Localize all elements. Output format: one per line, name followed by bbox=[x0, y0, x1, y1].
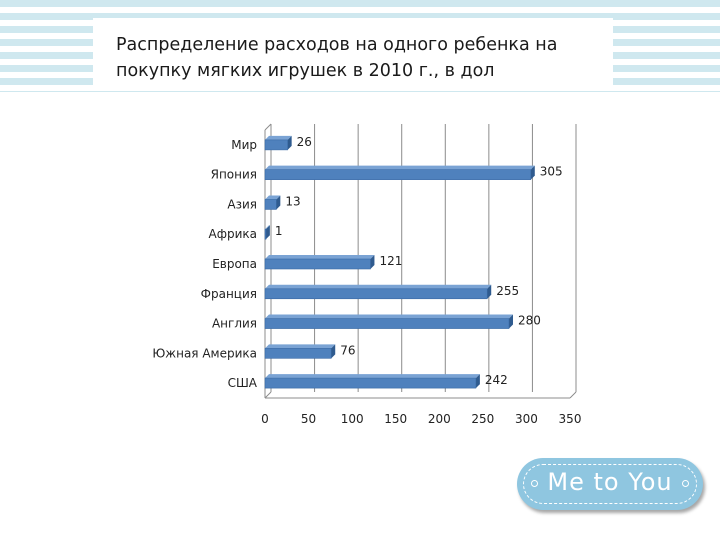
category-label: Европа bbox=[212, 257, 257, 271]
data-label: 1 bbox=[275, 224, 283, 238]
x-tick-label: 150 bbox=[384, 412, 407, 426]
bar-end bbox=[265, 225, 270, 240]
bar bbox=[264, 288, 488, 300]
category-label: Африка bbox=[209, 227, 258, 241]
data-label: 255 bbox=[496, 284, 519, 298]
x-tick-label: 350 bbox=[559, 412, 582, 426]
chart-labels: 0 50 100 150 200 250 300 350 Мир 26 Япония 305 Азия 1… bbox=[152, 135, 581, 426]
data-label: 305 bbox=[540, 165, 563, 179]
x-tick-label: 0 bbox=[261, 412, 269, 426]
bar-top bbox=[265, 255, 375, 259]
bar-end bbox=[276, 195, 281, 210]
x-tick-label: 50 bbox=[301, 412, 316, 426]
bar-top bbox=[265, 135, 292, 140]
x-tick-label: 250 bbox=[471, 412, 494, 426]
data-label: 242 bbox=[485, 373, 508, 387]
me-to-you-logo: Me to You bbox=[517, 458, 703, 510]
logo-dot-right bbox=[682, 480, 689, 487]
logo-text: Me to You bbox=[547, 468, 673, 496]
bar bbox=[264, 169, 532, 180]
page-title: Распределение расходов на одного ребенка… bbox=[116, 35, 558, 81]
bar-top bbox=[265, 284, 492, 289]
data-label: 76 bbox=[340, 343, 355, 357]
bar bbox=[264, 377, 477, 389]
bar-end bbox=[530, 165, 535, 180]
category-label: США bbox=[228, 376, 258, 390]
category-label: Англия bbox=[212, 317, 257, 331]
bar bbox=[264, 348, 332, 359]
category-label: Япония bbox=[211, 168, 257, 182]
bar-top bbox=[265, 195, 281, 200]
category-label: Франция bbox=[201, 287, 257, 301]
bar bbox=[264, 258, 371, 270]
bar bbox=[264, 199, 277, 210]
bar-end bbox=[370, 255, 375, 269]
bar-end bbox=[287, 135, 292, 150]
x-tick-label: 100 bbox=[341, 412, 364, 426]
x-tick-label: 300 bbox=[515, 412, 538, 426]
data-label: 13 bbox=[285, 194, 300, 208]
bar-top bbox=[265, 344, 336, 349]
bar bbox=[264, 228, 267, 240]
bar-top bbox=[265, 374, 480, 379]
data-label: 26 bbox=[297, 135, 312, 149]
bar-top bbox=[265, 314, 513, 319]
bar-end bbox=[509, 314, 513, 329]
bar-top bbox=[265, 225, 270, 230]
category-label: Южная Америка bbox=[152, 346, 257, 360]
bar-top bbox=[265, 165, 535, 170]
category-label: Мир bbox=[231, 138, 257, 152]
title-panel bbox=[93, 18, 613, 90]
data-label: 121 bbox=[379, 254, 402, 268]
bar bbox=[264, 139, 288, 151]
data-label: 280 bbox=[518, 314, 541, 328]
category-label: Азия bbox=[227, 197, 257, 211]
chart-bars bbox=[264, 135, 535, 389]
axis-edge bbox=[569, 391, 577, 399]
axis-edge bbox=[264, 391, 272, 399]
bar-end bbox=[331, 344, 336, 359]
bar-end bbox=[475, 374, 480, 389]
logo-dot-left bbox=[531, 480, 538, 487]
axis-edge bbox=[264, 123, 272, 131]
bar-end bbox=[487, 284, 492, 299]
x-tick-label: 200 bbox=[428, 412, 451, 426]
bar bbox=[264, 318, 510, 329]
